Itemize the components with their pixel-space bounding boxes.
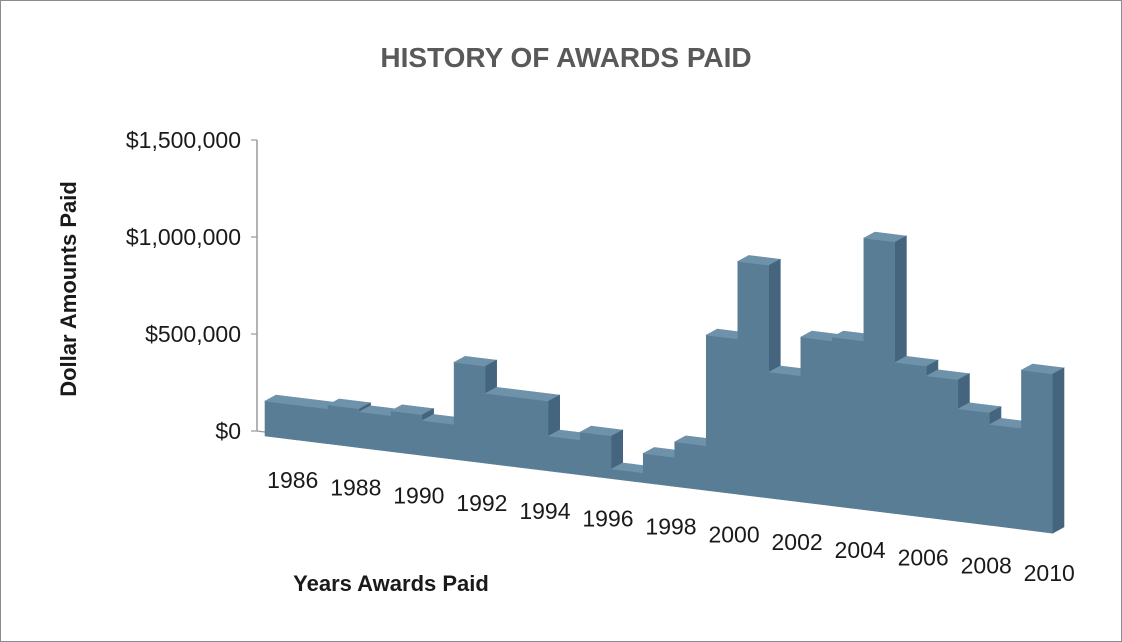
bar-front [705,334,739,495]
bar-front [958,408,991,526]
bar [736,255,782,499]
x-tick-label: 2002 [771,529,822,555]
bar-front [832,336,865,511]
bar [516,390,561,472]
bar-front [989,424,1022,530]
x-tick-label: 1988 [330,475,381,501]
y-tick-label: $1,500,000 [126,127,241,153]
bar-front [390,410,423,456]
bar-front [800,336,833,507]
x-tick-label: 2008 [961,552,1012,578]
bar-front [737,261,770,499]
bar [957,402,1002,526]
bar-front [769,371,802,503]
y-tick-label: $0 [215,418,241,444]
bar-front [485,392,518,468]
x-tick-label: 2006 [898,545,949,571]
x-tick-label: 1990 [393,482,444,508]
bar-side [1052,367,1065,534]
bar-front [642,453,676,487]
bar-side [769,258,781,373]
x-tick-label: 1994 [519,498,570,524]
bar-front [296,404,329,445]
y-tick-label: $500,000 [145,321,241,347]
y-tick-label: $1,000,000 [126,224,241,250]
x-tick-label: 1992 [456,490,507,516]
bar-front [863,237,896,514]
bars [264,231,1065,534]
bar-front [516,396,549,472]
bar-front [895,361,928,518]
x-tick-label: 1996 [582,506,633,532]
x-axis-title: Years Awards Paid [293,571,489,596]
bar [453,355,498,464]
bar [925,369,971,522]
bar-side [611,429,624,470]
bar-front [264,400,297,441]
bar-front [453,361,486,464]
bar-front [1021,369,1054,534]
y-tick-labels: $0 $500,000 $1,000,000 $1,500,000 [126,127,241,444]
x-tick-label: 2004 [835,537,886,563]
bar-front [327,404,360,448]
bar-front [674,441,707,491]
x-tick-label: 2000 [708,521,759,547]
bar-front [579,431,613,480]
x-tick-label: 1986 [267,467,318,493]
bar-front [422,420,455,460]
x-tick-label: 1998 [645,514,696,540]
bar [390,404,435,456]
bar-side [895,235,907,363]
chart-title: HISTORY OF AWARDS PAID [380,42,751,73]
bar-front [548,435,581,476]
bar-side [548,394,560,437]
bar-front [359,411,392,452]
x-tick-label: 2010 [1024,560,1075,586]
bar [327,398,372,448]
bar-front [926,375,959,522]
bar [579,425,624,480]
bar [1020,363,1065,534]
x-tick-labels: 1986 1988 1990 1992 1994 1996 1998 2000 2002 2004… [267,467,1075,586]
y-axis-title: Dollar Amounts Paid [56,181,81,397]
bar [862,231,908,514]
